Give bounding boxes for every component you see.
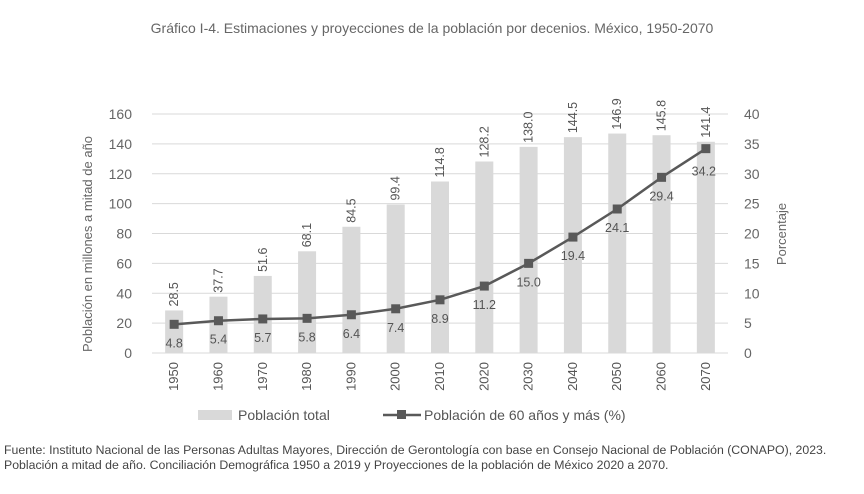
y2-tick-label: 10 <box>744 285 760 301</box>
line-value-label: 8.9 <box>431 312 448 326</box>
bar-value-label: 128.2 <box>477 126 491 157</box>
legend-bar-swatch <box>198 410 232 420</box>
y-tick-label: 140 <box>109 136 133 152</box>
legend-bar-label: Población total <box>238 407 330 423</box>
line-value-label: 6.4 <box>343 327 360 341</box>
y-tick-label: 60 <box>116 255 132 271</box>
x-tick-label: 1950 <box>166 362 181 391</box>
bar-value-label: 68.1 <box>300 223 314 247</box>
bar-labels: 28.5 37.7 51.6 68.1 84.5 99.4 114.8 128.2 138.0 1… <box>167 98 713 306</box>
y-axis-label: Población en millones a mitad de año <box>80 136 95 352</box>
line-marker <box>213 316 223 326</box>
chart: 28.5 37.7 51.6 68.1 84.5 99.4 114.8 128.2 138.0 1… <box>80 98 789 423</box>
x-tick-label: 1990 <box>343 362 358 391</box>
y-tick-label: 160 <box>109 106 133 122</box>
y-axis-ticks: 0 20 40 60 80 100 120 140 160 <box>109 106 133 361</box>
bar <box>431 181 449 353</box>
x-tick-label: 2060 <box>654 362 669 391</box>
x-tick-label: 2000 <box>388 362 403 391</box>
bar <box>298 251 317 353</box>
line-value-label: 29.4 <box>649 189 673 203</box>
y-tick-label: 20 <box>116 315 132 331</box>
line-value-label: 4.8 <box>165 336 182 350</box>
y2-axis-label: Porcentaje <box>774 203 789 265</box>
line-value-label: 15.0 <box>516 275 540 289</box>
bar-value-label: 114.8 <box>433 147 447 177</box>
line-value-label: 7.4 <box>387 321 404 335</box>
x-tick-label: 1970 <box>255 362 270 391</box>
bar-value-label: 99.4 <box>389 176 403 200</box>
source-note: Fuente: Instituto Nacional de las Person… <box>4 443 827 472</box>
bar-value-label: 144.5 <box>566 102 580 133</box>
bar-value-label: 145.8 <box>655 100 669 131</box>
line-value-label: 5.4 <box>210 333 227 347</box>
line-marker <box>169 319 179 329</box>
line-series <box>169 144 711 329</box>
x-tick-label: 2070 <box>698 362 713 391</box>
y2-tick-label: 25 <box>744 196 760 212</box>
line-marker <box>524 258 534 268</box>
y-tick-label: 0 <box>124 345 132 361</box>
line-marker <box>258 314 268 324</box>
y2-tick-label: 40 <box>744 106 760 122</box>
x-axis-ticks: 1950 1960 1970 1980 1990 2000 2010 2020 2030 2040… <box>166 362 713 391</box>
line-marker <box>391 304 401 314</box>
legend-line-label: Población de 60 años y más (%) <box>424 407 626 423</box>
bar <box>475 161 494 353</box>
line-marker <box>657 172 667 182</box>
bar-value-label: 84.5 <box>344 198 358 222</box>
bar <box>342 226 361 353</box>
bar-value-label: 37.7 <box>211 268 225 292</box>
bar <box>519 146 538 353</box>
legend-line-marker <box>397 410 406 419</box>
y2-tick-label: 30 <box>744 166 760 182</box>
line-value-label: 5.8 <box>298 330 315 344</box>
bar <box>696 141 715 353</box>
line-marker <box>479 281 489 291</box>
x-tick-label: 2040 <box>565 362 580 391</box>
line-value-label: 11.2 <box>473 298 496 312</box>
y2-tick-label: 20 <box>744 226 760 242</box>
line-marker <box>701 144 711 154</box>
line-marker <box>435 295 445 305</box>
bar <box>563 137 582 353</box>
y2-axis-ticks: 0 5 10 15 20 25 30 35 40 <box>744 106 760 361</box>
x-tick-label: 2020 <box>476 362 491 391</box>
x-tick-label: 1980 <box>299 362 314 391</box>
line-marker <box>346 310 356 320</box>
line-marker <box>302 313 312 323</box>
bar-value-label: 146.9 <box>610 98 624 129</box>
line-marker <box>612 204 622 214</box>
y2-tick-label: 5 <box>744 315 752 331</box>
y-tick-label: 100 <box>109 196 133 212</box>
y-tick-label: 120 <box>109 166 133 182</box>
bar-value-label: 51.6 <box>256 248 270 272</box>
bar <box>652 135 671 353</box>
bar-value-label: 28.5 <box>167 282 181 306</box>
line-marker <box>568 232 578 242</box>
bar <box>386 204 405 353</box>
line-value-label: 34.2 <box>692 165 716 179</box>
bar <box>608 133 627 353</box>
x-tick-label: 2030 <box>521 362 536 391</box>
y2-tick-label: 15 <box>744 255 760 271</box>
y2-tick-label: 35 <box>744 136 760 152</box>
y-tick-label: 80 <box>116 226 132 242</box>
line-value-label: 24.1 <box>605 221 629 235</box>
bar-value-label: 141.4 <box>699 106 713 137</box>
x-tick-label: 2010 <box>432 362 447 391</box>
y2-tick-label: 0 <box>744 345 752 361</box>
chart-title: Gráfico I-4. Estimaciones y proyecciones… <box>150 20 714 36</box>
bar-value-label: 138.0 <box>522 112 536 143</box>
line-value-label: 19.4 <box>561 249 585 263</box>
x-tick-label: 1960 <box>210 362 225 391</box>
legend: Población total Población de 60 años y m… <box>198 407 626 423</box>
line-labels: 4.8 5.4 5.7 5.8 6.4 7.4 8.9 11.2 15.0 19.4 24.1 29.… <box>165 165 716 351</box>
x-tick-label: 2050 <box>609 362 624 391</box>
y-tick-label: 40 <box>116 285 132 301</box>
line-value-label: 5.7 <box>254 331 271 345</box>
